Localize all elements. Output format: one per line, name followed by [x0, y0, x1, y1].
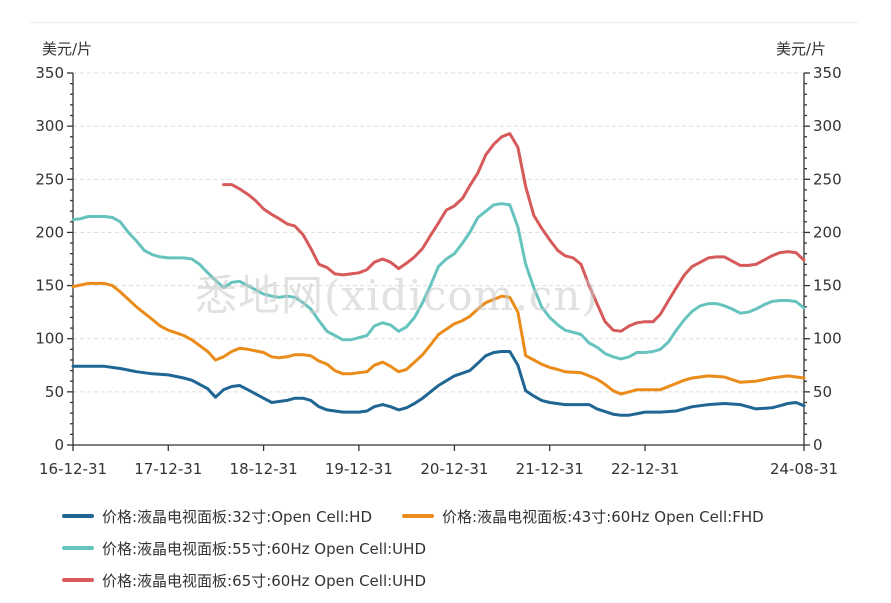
x-tick-label: 16-12-31	[39, 460, 107, 478]
legend-row: 价格:液晶电视面板:55寸:60Hz Open Cell:UHD	[62, 532, 862, 564]
y-tick-label-right: 100	[813, 330, 842, 348]
y-tick-label-right: 50	[813, 383, 832, 401]
y-tick-label-right: 0	[813, 436, 823, 454]
x-tick-label: 22-12-31	[611, 460, 679, 478]
y-tick-label-right: 300	[813, 117, 842, 135]
y-tick-label-left: 250	[35, 170, 64, 188]
legend-swatch	[402, 514, 435, 518]
right-axis-unit: 美元/片	[776, 40, 826, 58]
x-tick-label: 20-12-31	[420, 460, 488, 478]
legend-swatch	[62, 546, 94, 550]
x-tick-label: 18-12-31	[230, 460, 298, 478]
legend-item-32[interactable]: 价格:液晶电视面板:32寸:Open Cell:HD	[62, 506, 372, 527]
y-tick-label-right: 250	[813, 170, 842, 188]
legend-row: 价格:液晶电视面板:32寸:Open Cell:HD 价格:液晶电视面板:43寸…	[62, 500, 862, 532]
legend-item-43[interactable]: 价格:液晶电视面板:43寸:60Hz Open Cell:FHD	[402, 506, 764, 527]
legend-swatch	[62, 578, 94, 582]
y-tick-label-left: 100	[35, 330, 64, 348]
series-line-1	[71, 281, 806, 396]
x-tick-label: 17-12-31	[134, 460, 202, 478]
y-tick-label-left: 300	[35, 117, 64, 135]
legend-label: 价格:液晶电视面板:55寸:60Hz Open Cell:UHD	[102, 539, 426, 558]
x-tick-label: 24-08-31	[770, 460, 838, 478]
legend: 价格:液晶电视面板:32寸:Open Cell:HD 价格:液晶电视面板:43寸…	[62, 500, 862, 596]
series-line-2	[71, 202, 806, 361]
y-tick-label-right: 150	[813, 277, 842, 295]
y-tick-label-left: 0	[54, 436, 64, 454]
y-tick-label-left: 50	[45, 383, 64, 401]
legend-label: 价格:液晶电视面板:43寸:60Hz Open Cell:FHD	[442, 507, 764, 526]
x-tick-label: 19-12-31	[325, 460, 393, 478]
legend-item-55[interactable]: 价格:液晶电视面板:55寸:60Hz Open Cell:UHD	[62, 538, 426, 559]
legend-row: 价格:液晶电视面板:65寸:60Hz Open Cell:UHD	[62, 564, 862, 596]
legend-swatch	[62, 514, 94, 518]
legend-item-65[interactable]: 价格:液晶电视面板:65寸:60Hz Open Cell:UHD	[62, 570, 426, 591]
legend-label: 价格:液晶电视面板:65寸:60Hz Open Cell:UHD	[102, 571, 426, 590]
grid	[73, 72, 804, 393]
top-divider	[30, 22, 858, 23]
y-tick-label-right: 350	[813, 64, 842, 82]
y-tick-label-left: 150	[35, 277, 64, 295]
x-tick-label: 21-12-31	[516, 460, 584, 478]
series-line-3	[222, 132, 806, 333]
left-axis-unit: 美元/片	[42, 40, 92, 58]
axes: 0 0 50 50 100 100 150 150 200 200 250 250 300 300 350 3…	[35, 64, 841, 478]
y-tick-label-left: 200	[35, 223, 64, 241]
series-lines	[71, 132, 806, 417]
watermark: 悉地网(xidicom.cn)	[195, 271, 599, 320]
legend-label: 价格:液晶电视面板:32寸:Open Cell:HD	[102, 507, 373, 526]
y-tick-label-right: 200	[813, 223, 842, 241]
y-tick-label-left: 350	[35, 64, 64, 82]
line-chart: 0 0 50 50 100 100 150 150 200 200 250 250 300 300 350 3…	[35, 40, 841, 478]
series-line-0	[71, 350, 806, 417]
